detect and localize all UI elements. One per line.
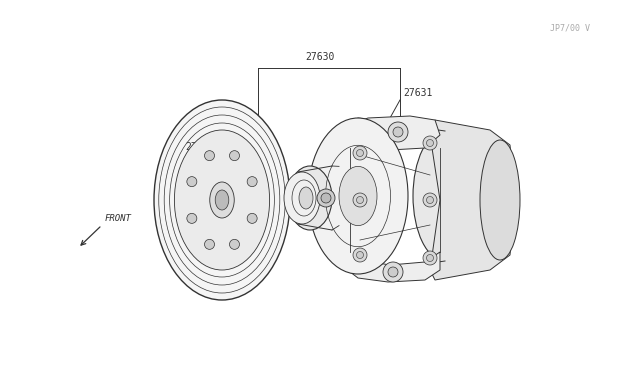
Circle shape — [388, 267, 398, 277]
Circle shape — [393, 127, 403, 137]
Ellipse shape — [339, 166, 377, 226]
Ellipse shape — [480, 140, 520, 260]
Circle shape — [356, 251, 364, 259]
Circle shape — [383, 262, 403, 282]
Ellipse shape — [215, 190, 229, 210]
Ellipse shape — [308, 118, 408, 274]
Ellipse shape — [284, 172, 320, 224]
Circle shape — [423, 251, 437, 265]
Circle shape — [356, 196, 364, 203]
Circle shape — [353, 248, 367, 262]
Polygon shape — [345, 252, 440, 282]
Circle shape — [205, 239, 214, 249]
Circle shape — [187, 214, 197, 223]
Text: FRONT: FRONT — [105, 214, 132, 223]
Circle shape — [426, 140, 433, 147]
Polygon shape — [430, 120, 515, 280]
Circle shape — [426, 196, 433, 203]
Circle shape — [205, 151, 214, 161]
Text: 27633: 27633 — [185, 142, 214, 152]
Circle shape — [353, 146, 367, 160]
Text: 27630: 27630 — [305, 52, 335, 62]
Circle shape — [230, 151, 239, 161]
Circle shape — [321, 193, 331, 203]
Polygon shape — [350, 116, 440, 150]
Ellipse shape — [154, 100, 290, 300]
Circle shape — [230, 239, 239, 249]
Circle shape — [247, 214, 257, 223]
Text: JP7/00 V: JP7/00 V — [550, 23, 590, 32]
Circle shape — [388, 122, 408, 142]
Circle shape — [423, 193, 437, 207]
Circle shape — [426, 254, 433, 262]
Circle shape — [353, 193, 367, 207]
Circle shape — [317, 189, 335, 207]
Circle shape — [356, 150, 364, 157]
Text: 27631: 27631 — [403, 88, 433, 98]
Ellipse shape — [174, 130, 269, 270]
Ellipse shape — [210, 182, 234, 218]
Circle shape — [247, 177, 257, 187]
Ellipse shape — [299, 187, 313, 209]
Circle shape — [187, 177, 197, 187]
Ellipse shape — [288, 166, 332, 230]
Ellipse shape — [413, 131, 477, 261]
Circle shape — [423, 136, 437, 150]
